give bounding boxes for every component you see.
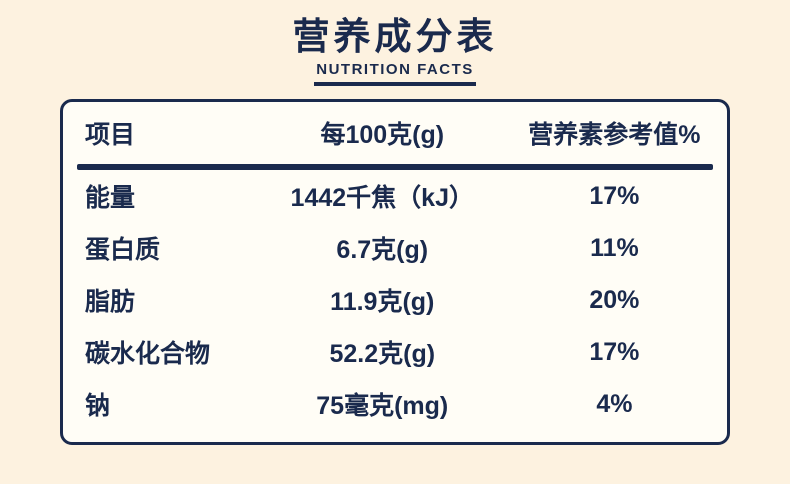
nutrient-nrv: 20% bbox=[589, 285, 640, 314]
nutrient-nrv: 17% bbox=[589, 181, 640, 210]
nutrient-amount: 1442千焦（kJ） bbox=[290, 184, 474, 213]
nutrient-name: 碳水化合物 bbox=[85, 340, 211, 369]
nutrient-nrv: 17% bbox=[589, 337, 640, 366]
column-header-item: 项目 bbox=[85, 121, 136, 150]
nutrient-name: 钠 bbox=[85, 392, 111, 421]
nutrient-amount: 52.2克(g) bbox=[329, 340, 436, 369]
column-header-nrv-percent: 营养素参考值% bbox=[528, 121, 701, 150]
table-row: 碳水化合物 52.2克(g) 17% bbox=[77, 326, 713, 378]
nutrient-amount: 11.9克(g) bbox=[330, 288, 435, 317]
page-subtitle: NUTRITION FACTS bbox=[314, 61, 476, 87]
page-subtitle-wrap: NUTRITION FACTS bbox=[0, 61, 790, 87]
nutrient-amount: 6.7克(g) bbox=[336, 236, 429, 265]
table-header-row: 项目 每100克(g) 营养素参考值% bbox=[77, 102, 713, 164]
nutrient-nrv: 11% bbox=[590, 233, 639, 262]
nutrient-name: 蛋白质 bbox=[85, 236, 161, 265]
nutrient-nrv: 4% bbox=[596, 389, 633, 418]
nutrient-name: 脂肪 bbox=[85, 288, 136, 317]
nutrition-facts-table: 项目 每100克(g) 营养素参考值% 能量 1442千焦（kJ） 17% 蛋白… bbox=[60, 99, 730, 446]
column-header-per-100g: 每100克(g) bbox=[320, 121, 445, 150]
page-title: 营养成分表 bbox=[292, 16, 498, 57]
nutrient-name: 能量 bbox=[85, 184, 136, 213]
header-divider bbox=[77, 164, 713, 171]
table-row: 能量 1442千焦（kJ） 17% bbox=[77, 170, 713, 222]
page-header: 营养成分表 NUTRITION FACTS bbox=[0, 0, 790, 87]
table-row: 钠 75毫克(mg) 4% bbox=[77, 378, 713, 430]
nutrient-amount: 75毫克(mg) bbox=[316, 392, 449, 421]
table-row: 脂肪 11.9克(g) 20% bbox=[77, 274, 713, 326]
table-row: 蛋白质 6.7克(g) 11% bbox=[77, 222, 713, 274]
